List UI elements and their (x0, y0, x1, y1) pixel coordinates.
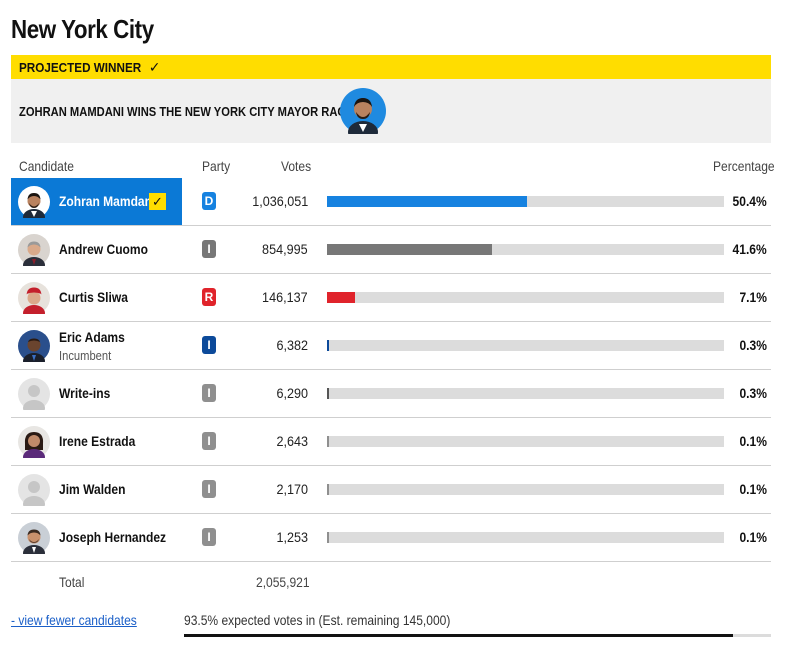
vote-share-fill (327, 388, 329, 399)
candidate-row: Irene Estrada I 2,643 0.1% (11, 418, 771, 466)
column-header-percentage: Percentage (713, 158, 775, 174)
incumbent-label: Incumbent (59, 348, 112, 363)
candidate-cell: Joseph Hernandez (11, 514, 182, 561)
headline-text: ZOHRAN MAMDANI WINS THE NEW YORK CITY MA… (19, 103, 353, 119)
candidate-row: Zohran Mamdani ✓ D 1,036,051 50.4% (11, 178, 771, 226)
vote-share-bar (327, 196, 724, 207)
candidate-name: Jim Walden (59, 481, 126, 497)
vote-share-bar (327, 340, 724, 351)
candidate-name: Irene Estrada (59, 433, 136, 449)
candidate-photo-avatar (18, 186, 50, 218)
vote-share-bar (327, 484, 724, 495)
vote-share-fill (327, 532, 329, 543)
vote-percentage: 7.1% (739, 289, 767, 305)
candidate-row: Joseph Hernandez I 1,253 0.1% (11, 514, 771, 562)
vote-count: 6,290 (276, 385, 308, 401)
vote-share-fill (327, 292, 356, 303)
vote-count: 854,995 (262, 241, 308, 257)
headline-box: ZOHRAN MAMDANI WINS THE NEW YORK CITY MA… (11, 79, 771, 143)
vote-count: 2,643 (276, 433, 308, 449)
vote-count: 6,382 (276, 337, 308, 353)
expected-votes-text: 93.5% expected votes in (Est. remaining … (184, 612, 451, 628)
candidate-cell: Irene Estrada (11, 418, 182, 465)
candidate-photo-avatar (18, 330, 50, 362)
expected-votes-progress-bar (184, 634, 771, 637)
vote-share-bar (327, 388, 724, 399)
vote-share-bar (327, 244, 724, 255)
vote-share-bar (327, 436, 724, 447)
party-badge: I (202, 384, 216, 402)
candidate-row: Curtis Sliwa R 146,137 7.1% (11, 274, 771, 322)
column-header-party: Party (202, 158, 231, 174)
vote-percentage: 0.1% (739, 529, 767, 545)
candidate-cell: Jim Walden (11, 466, 182, 513)
vote-share-bar (327, 532, 724, 543)
vote-percentage: 0.1% (739, 433, 767, 449)
candidate-name: Write-ins (59, 385, 111, 401)
vote-share-fill (327, 196, 528, 207)
candidate-name: Joseph Hernandez (59, 529, 167, 545)
party-badge: I (202, 432, 216, 450)
candidate-cell: Andrew Cuomo (11, 226, 182, 273)
vote-share-fill (327, 340, 329, 351)
vote-percentage: 41.6% (732, 241, 767, 257)
party-badge: I (202, 240, 216, 258)
party-badge: D (202, 192, 216, 210)
vote-count: 146,137 (262, 289, 308, 305)
column-header-votes: Votes (281, 158, 312, 174)
total-label: Total (59, 574, 85, 590)
candidate-cell: Curtis Sliwa (11, 274, 182, 321)
candidate-cell: Eric Adams Incumbent (11, 322, 182, 369)
candidate-name: Zohran Mamdani (59, 193, 156, 209)
winner-photo-avatar (340, 88, 386, 134)
vote-share-fill (327, 484, 329, 495)
candidate-photo-avatar (18, 522, 50, 554)
candidate-photo-avatar (18, 234, 50, 266)
candidate-row: Eric Adams Incumbent I 6,382 0.3% (11, 322, 771, 370)
vote-percentage: 0.3% (739, 385, 767, 401)
party-badge: I (202, 336, 216, 354)
placeholder-avatar-icon (18, 474, 50, 506)
total-votes: 2,055,921 (256, 574, 310, 590)
candidate-row: Jim Walden I 2,170 0.1% (11, 466, 771, 514)
vote-percentage: 50.4% (732, 193, 767, 209)
vote-share-fill (327, 244, 493, 255)
candidate-row: Write-ins I 6,290 0.3% (11, 370, 771, 418)
candidate-name: Andrew Cuomo (59, 241, 148, 257)
vote-count: 1,253 (276, 529, 308, 545)
party-badge: R (202, 288, 216, 306)
placeholder-avatar-icon (18, 378, 50, 410)
vote-percentage: 0.1% (739, 481, 767, 497)
column-header-candidate: Candidate (19, 158, 74, 174)
vote-count: 2,170 (276, 481, 308, 497)
vote-percentage: 0.3% (739, 337, 767, 353)
candidate-name: Curtis Sliwa (59, 289, 128, 305)
winner-check-icon: ✓ (149, 193, 166, 210)
vote-share-bar (327, 292, 724, 303)
page-title: New York City (11, 14, 154, 44)
candidate-cell: Write-ins (11, 370, 182, 417)
projected-winner-bar: PROJECTED WINNER ✓ (11, 55, 771, 79)
expected-votes-progress-fill (184, 634, 733, 637)
vote-count: 1,036,051 (251, 193, 308, 209)
projected-winner-label: PROJECTED WINNER (19, 59, 142, 75)
candidate-photo-avatar (18, 426, 50, 458)
candidate-row: Andrew Cuomo I 854,995 41.6% (11, 226, 771, 274)
check-icon: ✓ (148, 58, 161, 75)
candidate-photo-avatar (18, 282, 50, 314)
party-badge: I (202, 480, 216, 498)
view-fewer-candidates-link[interactable]: - view fewer candidates (11, 612, 137, 628)
party-badge: I (202, 528, 216, 546)
candidate-cell-winner: Zohran Mamdani ✓ (11, 178, 182, 225)
vote-share-fill (327, 436, 329, 447)
candidate-name: Eric Adams (59, 329, 125, 345)
